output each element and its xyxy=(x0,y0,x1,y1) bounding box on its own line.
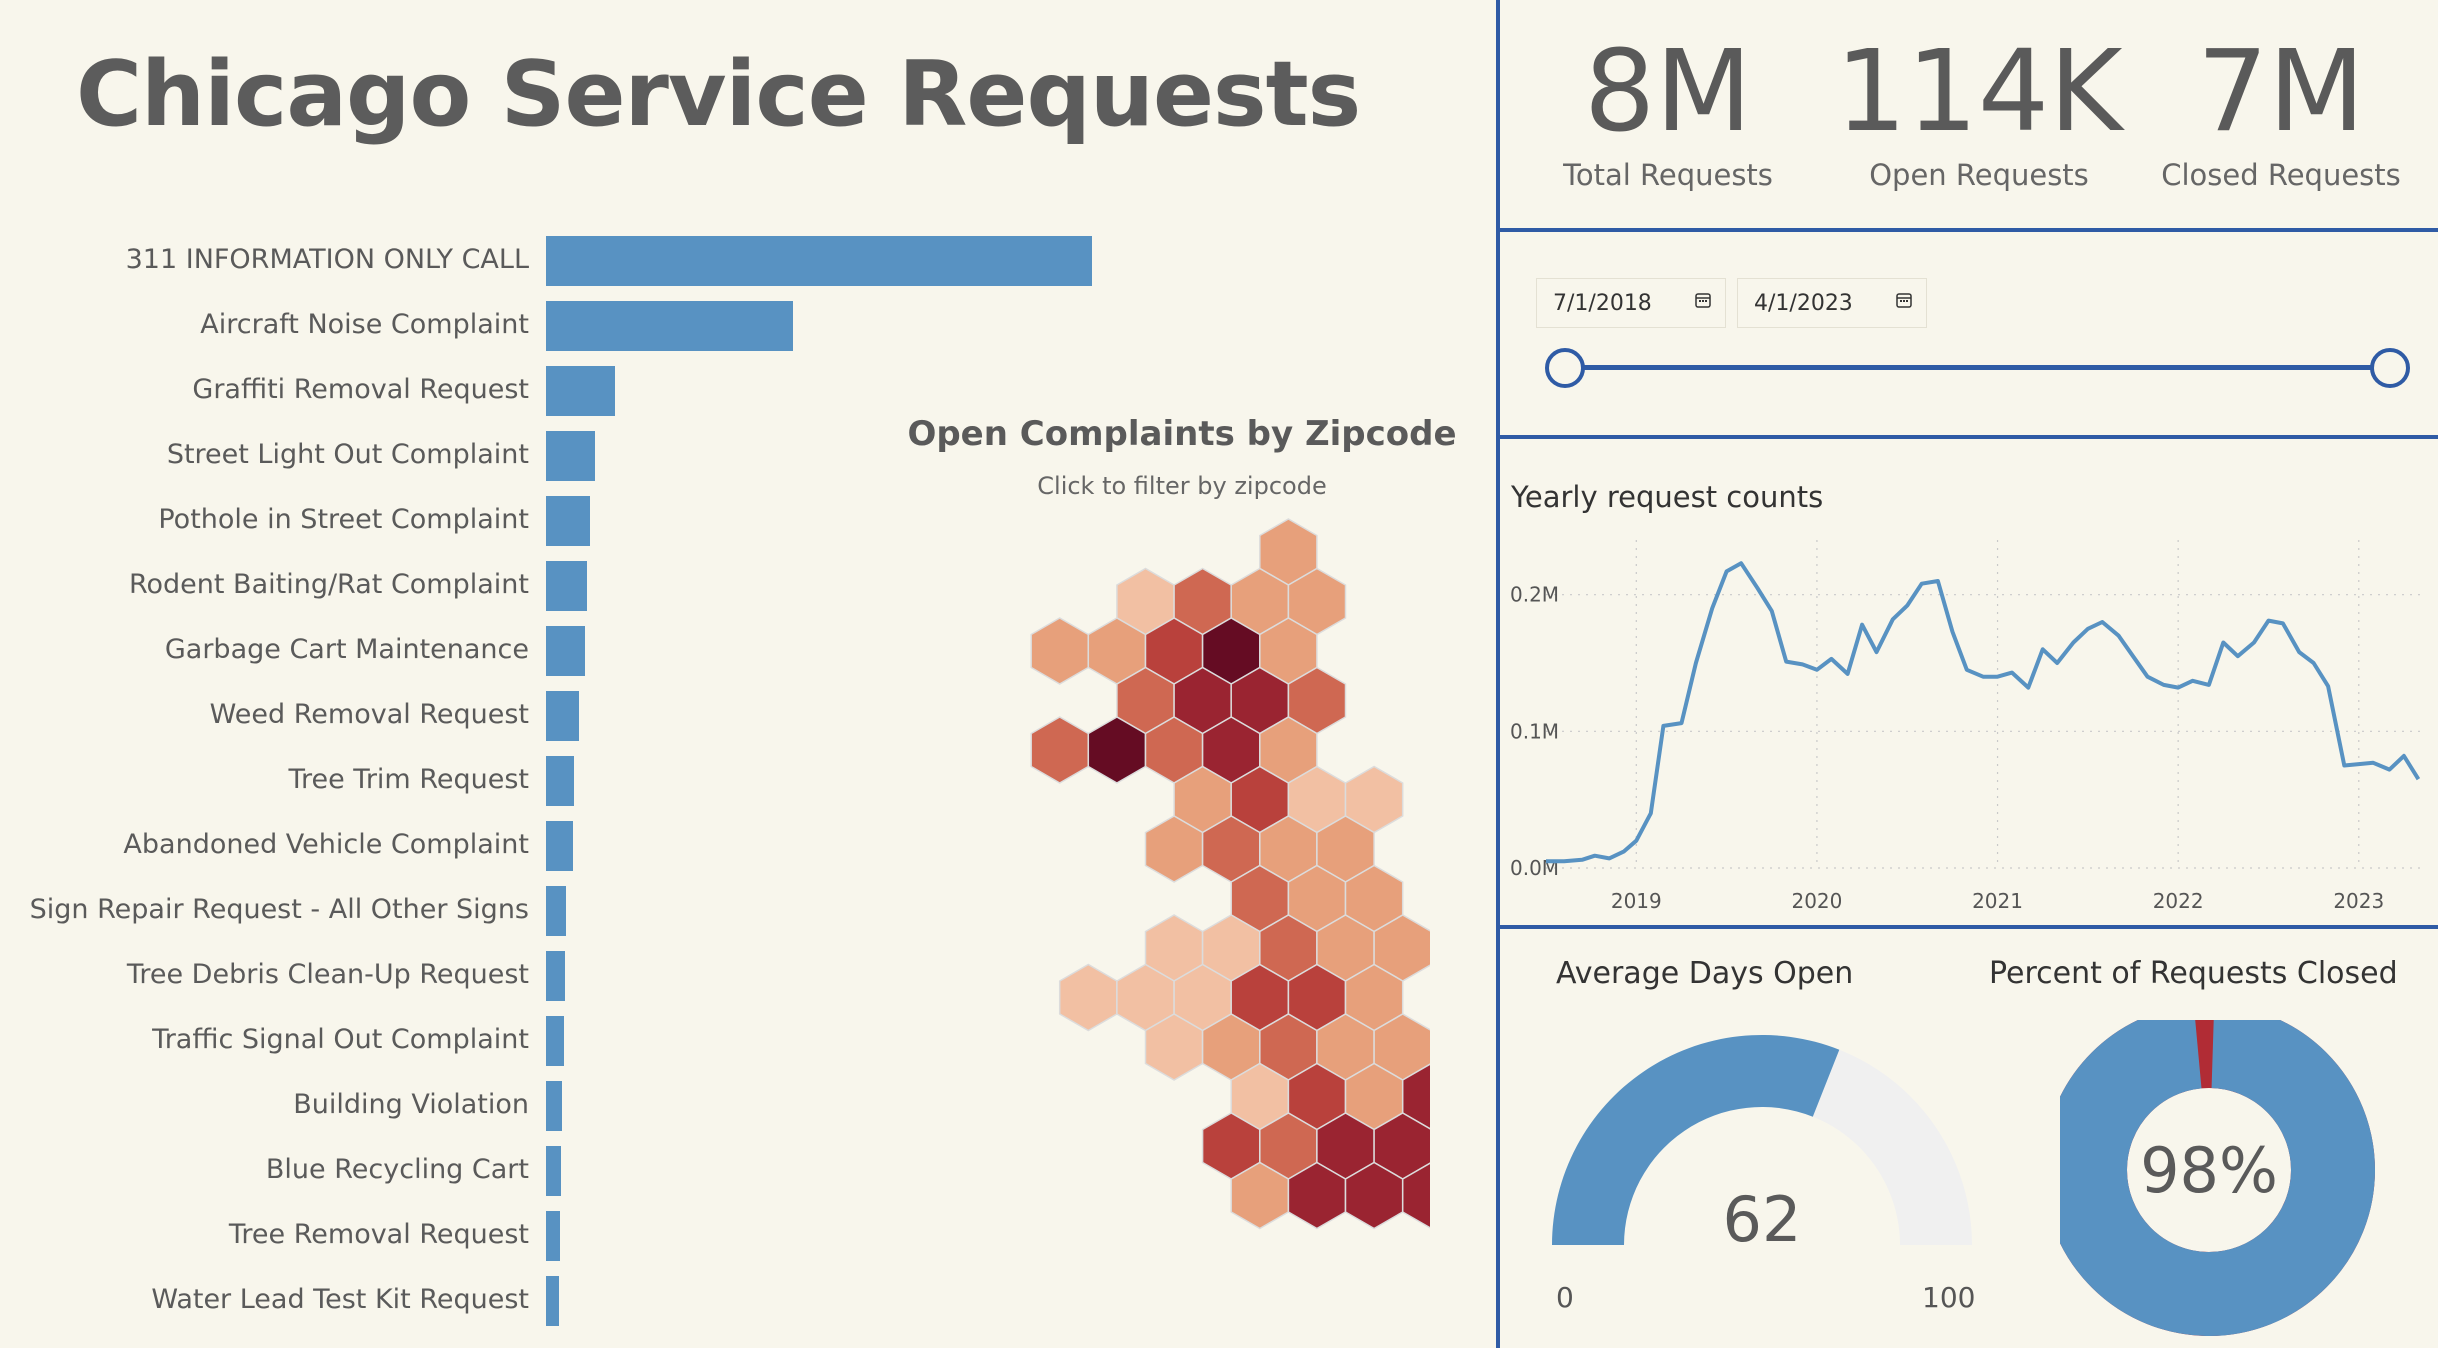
bar[interactable] xyxy=(546,1081,562,1131)
bar-label: Tree Trim Request xyxy=(288,764,529,795)
bar-label: 311 INFORMATION ONLY CALL xyxy=(125,244,529,275)
bar-label: Garbage Cart Maintenance xyxy=(164,634,529,665)
gauge-title: Average Days Open xyxy=(1556,956,1854,991)
gauge-max-label: 100 xyxy=(1922,1281,1975,1314)
bar-label: Tree Debris Clean-Up Request xyxy=(126,959,529,990)
x-tick-label: 2023 xyxy=(2333,889,2384,913)
bar-label: Water Lead Test Kit Request xyxy=(151,1284,529,1315)
kpi-closed-value: 7M xyxy=(2197,27,2365,157)
bar[interactable] xyxy=(546,756,574,806)
zipcode-hex[interactable] xyxy=(1030,617,1090,685)
calendar-icon[interactable] xyxy=(1695,292,1711,308)
bar-label: Abandoned Vehicle Complaint xyxy=(123,829,529,860)
percent-closed-donut: 98% xyxy=(2060,1020,2375,1336)
map-subtitle: Click to filter by zipcode xyxy=(1037,472,1327,500)
x-tick-label: 2022 xyxy=(2153,889,2204,913)
bar[interactable] xyxy=(546,951,566,1001)
gauge-value-label: 62 xyxy=(1723,1183,1802,1256)
bar-label: Blue Recycling Cart xyxy=(265,1154,529,1185)
bar[interactable] xyxy=(546,691,579,741)
bar-label: Graffiti Removal Request xyxy=(192,374,529,405)
bar-label: Tree Removal Request xyxy=(228,1219,529,1250)
bar[interactable] xyxy=(546,496,590,546)
x-tick-label: 2021 xyxy=(1972,889,2023,913)
bar[interactable] xyxy=(546,821,574,871)
bar[interactable] xyxy=(546,1016,565,1066)
divider-filter xyxy=(1498,435,2438,439)
y-tick-label: 0.1M xyxy=(1510,719,1559,743)
x-tick-label: 2019 xyxy=(1611,889,1662,913)
kpi-closed-label: Closed Requests xyxy=(2161,158,2401,192)
date-slider-start-handle[interactable] xyxy=(1545,348,1585,388)
donut-percent-label: 98% xyxy=(2140,1134,2278,1207)
bar[interactable] xyxy=(546,886,567,936)
bar[interactable] xyxy=(546,1146,562,1196)
end-date-input[interactable]: 4/1/2023 xyxy=(1737,278,1927,328)
start-date-input[interactable]: 7/1/2018 xyxy=(1536,278,1726,328)
zipcode-hex[interactable] xyxy=(1058,963,1118,1032)
avg-days-gauge: 62 0 100 xyxy=(1552,1035,1975,1314)
yearly-chart-title: Yearly request counts xyxy=(1511,480,1824,514)
bar-label: Building Violation xyxy=(293,1089,529,1120)
y-tick-label: 0.2M xyxy=(1510,583,1559,607)
page-title: Chicago Service Requests xyxy=(76,42,1361,147)
gauge-min-label: 0 xyxy=(1556,1281,1574,1314)
start-date-value: 7/1/2018 xyxy=(1553,290,1652,316)
zipcode-hex[interactable] xyxy=(1401,1162,1430,1229)
bar[interactable] xyxy=(546,626,585,676)
bar-label: Pothole in Street Complaint xyxy=(158,504,529,535)
bar-label: Rodent Baiting/Rat Complaint xyxy=(128,569,529,600)
zipcode-hex-map[interactable] xyxy=(950,500,1430,1300)
divider-kpi xyxy=(1498,228,2438,232)
bar[interactable] xyxy=(546,236,1092,286)
bar[interactable] xyxy=(546,561,587,611)
date-slider-end-handle[interactable] xyxy=(2370,348,2410,388)
kpi-open-label: Open Requests xyxy=(1869,158,2089,192)
x-tick-label: 2020 xyxy=(1791,889,1842,913)
bar-label: Traffic Signal Out Complaint xyxy=(152,1024,529,1055)
panel-divider xyxy=(1496,0,1500,1348)
calendar-icon[interactable] xyxy=(1896,292,1912,308)
donut-closed-slice[interactable] xyxy=(2060,1020,2375,1336)
bar-label: Sign Repair Request - All Other Signs xyxy=(29,894,529,925)
bar-label: Street Light Out Complaint xyxy=(166,439,529,470)
series-line[interactable] xyxy=(1546,561,2421,864)
zipcode-hex[interactable] xyxy=(1030,716,1090,784)
bar[interactable] xyxy=(546,301,794,351)
bar[interactable] xyxy=(546,431,596,481)
date-slider-track[interactable] xyxy=(1564,365,2390,370)
divider-line-chart xyxy=(1498,925,2438,929)
bar[interactable] xyxy=(546,366,615,416)
map-title: Open Complaints by Zipcode xyxy=(907,414,1457,454)
gauge-value-arc xyxy=(1552,1035,1840,1245)
kpi-total-value: 8M xyxy=(1584,27,1752,157)
bar-label: Aircraft Noise Complaint xyxy=(200,309,529,340)
bar[interactable] xyxy=(546,1211,560,1261)
kpi-open-value: 114K xyxy=(1835,27,2123,157)
kpi-total-label: Total Requests xyxy=(1563,158,1773,192)
bar-label: Weed Removal Request xyxy=(209,699,529,730)
bar[interactable] xyxy=(546,1276,559,1326)
end-date-value: 4/1/2023 xyxy=(1754,290,1853,316)
donut-title: Percent of Requests Closed xyxy=(1989,956,2398,991)
